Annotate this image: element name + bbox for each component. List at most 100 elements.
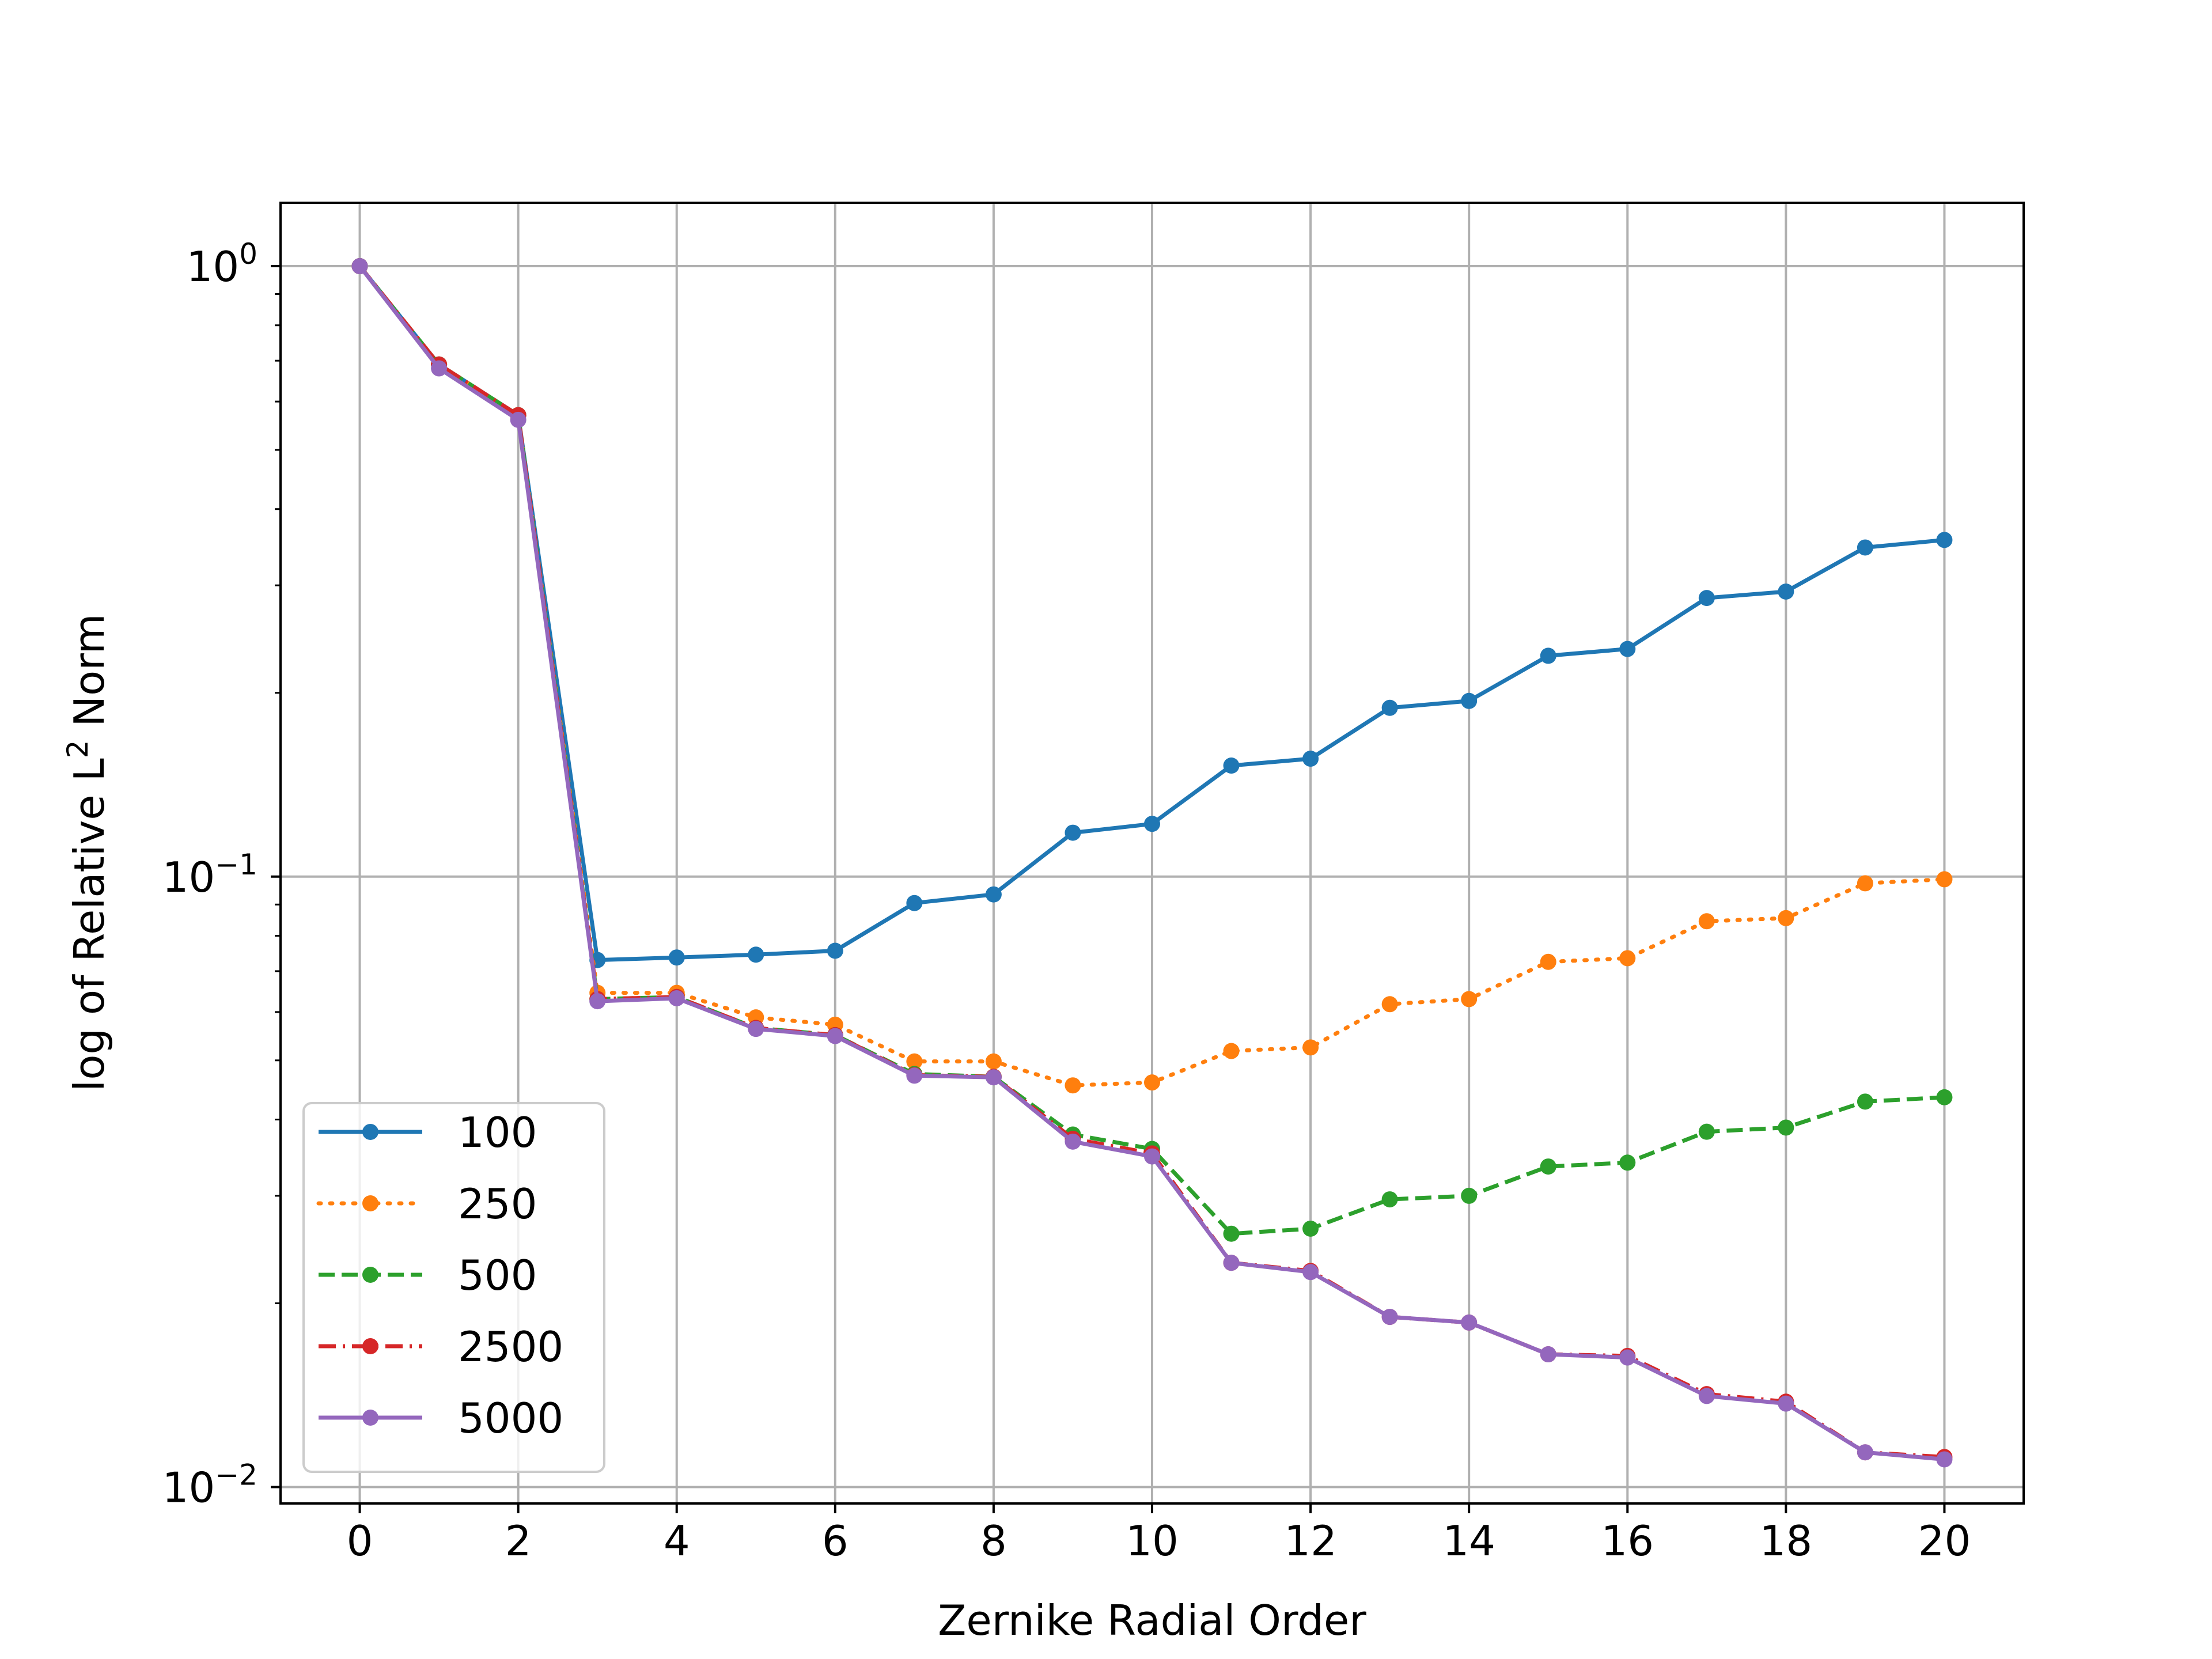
data-point xyxy=(1857,1444,1873,1461)
y-axis-label-main: log of Relative L xyxy=(65,758,113,1091)
x-axis-label: Zernike Radial Order xyxy=(938,1596,1366,1645)
legend-marker xyxy=(362,1267,378,1283)
data-point xyxy=(906,895,923,911)
data-point xyxy=(1936,532,1953,548)
y-tick-label: 100 xyxy=(187,237,257,291)
x-tick-label: 12 xyxy=(1284,1517,1337,1565)
grid xyxy=(281,203,2024,1503)
legend-marker xyxy=(362,1195,378,1211)
legend-entry-5000: 5000 xyxy=(319,1394,563,1442)
data-point xyxy=(1540,953,1556,970)
legend-entry-100: 100 xyxy=(319,1108,537,1157)
data-point xyxy=(510,411,527,428)
legend-label: 500 xyxy=(458,1251,537,1300)
legend-label: 5000 xyxy=(458,1394,563,1442)
data-point xyxy=(1461,692,1478,709)
legend-label: 100 xyxy=(458,1108,537,1157)
data-point xyxy=(906,1053,923,1070)
data-point xyxy=(1540,647,1556,664)
data-point xyxy=(985,1053,1002,1070)
data-point xyxy=(1302,1264,1319,1281)
data-point xyxy=(1381,996,1398,1013)
data-point xyxy=(985,1069,1002,1086)
data-point xyxy=(1778,1119,1794,1136)
x-tick-label: 0 xyxy=(347,1517,373,1565)
data-point xyxy=(1540,1158,1556,1175)
x-tick-label: 14 xyxy=(1442,1517,1495,1565)
data-point xyxy=(1936,1451,1953,1468)
legend-marker xyxy=(362,1124,378,1140)
data-point xyxy=(1461,991,1478,1007)
legend-marker xyxy=(362,1410,378,1426)
data-point xyxy=(1857,539,1873,556)
data-point xyxy=(1461,1187,1478,1204)
data-point xyxy=(1936,871,1953,888)
x-tick-label: 18 xyxy=(1760,1517,1813,1565)
data-point xyxy=(1698,590,1715,607)
data-point xyxy=(1857,1093,1873,1110)
y-axis-label-suffix: Norm xyxy=(65,613,113,740)
legend-frame xyxy=(302,1102,605,1473)
data-point xyxy=(1302,1220,1319,1237)
data-point xyxy=(431,360,448,377)
data-point xyxy=(1065,1077,1081,1094)
x-tick-label: 8 xyxy=(980,1517,1007,1565)
series-5000 xyxy=(351,258,1953,1468)
legend-label: 250 xyxy=(458,1180,537,1228)
data-point xyxy=(1144,1148,1160,1165)
data-point xyxy=(1619,1154,1636,1171)
data-point xyxy=(1698,913,1715,930)
data-point xyxy=(827,942,843,959)
x-tick-label: 16 xyxy=(1601,1517,1654,1565)
data-point xyxy=(1381,1309,1398,1325)
legend-marker xyxy=(362,1338,378,1354)
legend: 100 250 500 2500 5000 xyxy=(302,1102,605,1473)
data-point xyxy=(1619,1349,1636,1366)
data-point xyxy=(1778,583,1794,600)
data-point xyxy=(748,1021,764,1037)
data-point xyxy=(748,946,764,963)
data-point xyxy=(1144,816,1160,832)
data-point xyxy=(1619,641,1636,657)
data-point xyxy=(1223,1043,1240,1059)
x-tick-label: 2 xyxy=(505,1517,532,1565)
x-tick-label: 6 xyxy=(822,1517,849,1565)
y-axis-label-superscript: 2 xyxy=(61,740,94,759)
series-layer xyxy=(351,258,1953,1468)
data-point xyxy=(668,949,685,966)
data-point xyxy=(1065,1133,1081,1150)
data-point xyxy=(985,886,1002,903)
x-tick-label: 20 xyxy=(1918,1517,1971,1565)
x-tick-label: 10 xyxy=(1126,1517,1179,1565)
data-point xyxy=(1461,1314,1478,1331)
data-point xyxy=(668,990,685,1006)
y-axis-label: log of Relative L2 Norm xyxy=(61,613,113,1091)
data-point xyxy=(906,1067,923,1084)
data-point xyxy=(1223,1255,1240,1271)
data-point xyxy=(589,993,606,1010)
data-point xyxy=(1619,950,1636,967)
data-point xyxy=(1302,751,1319,767)
data-point xyxy=(1857,875,1873,892)
data-point xyxy=(1144,1074,1160,1091)
y-tick-label: 10−1 xyxy=(162,848,257,902)
data-point xyxy=(1065,824,1081,841)
data-point xyxy=(1223,1225,1240,1242)
data-point xyxy=(1302,1039,1319,1056)
data-point xyxy=(827,1028,843,1044)
x-axis: 0 2 4 6 8 10 12 14 16 18 20 xyxy=(347,1503,1971,1565)
data-point xyxy=(1698,1388,1715,1404)
y-axis: 100 10−1 10−2 xyxy=(162,237,281,1512)
data-point xyxy=(1381,699,1398,716)
data-point xyxy=(1540,1346,1556,1363)
data-point xyxy=(1936,1089,1953,1105)
legend-entry-250: 250 xyxy=(316,1180,537,1228)
legend-entry-500: 500 xyxy=(319,1251,537,1300)
data-point xyxy=(1778,1395,1794,1412)
data-point xyxy=(1698,1123,1715,1140)
data-point xyxy=(351,258,368,275)
data-point xyxy=(1778,910,1794,926)
legend-label: 2500 xyxy=(458,1323,563,1371)
data-point xyxy=(1223,757,1240,774)
